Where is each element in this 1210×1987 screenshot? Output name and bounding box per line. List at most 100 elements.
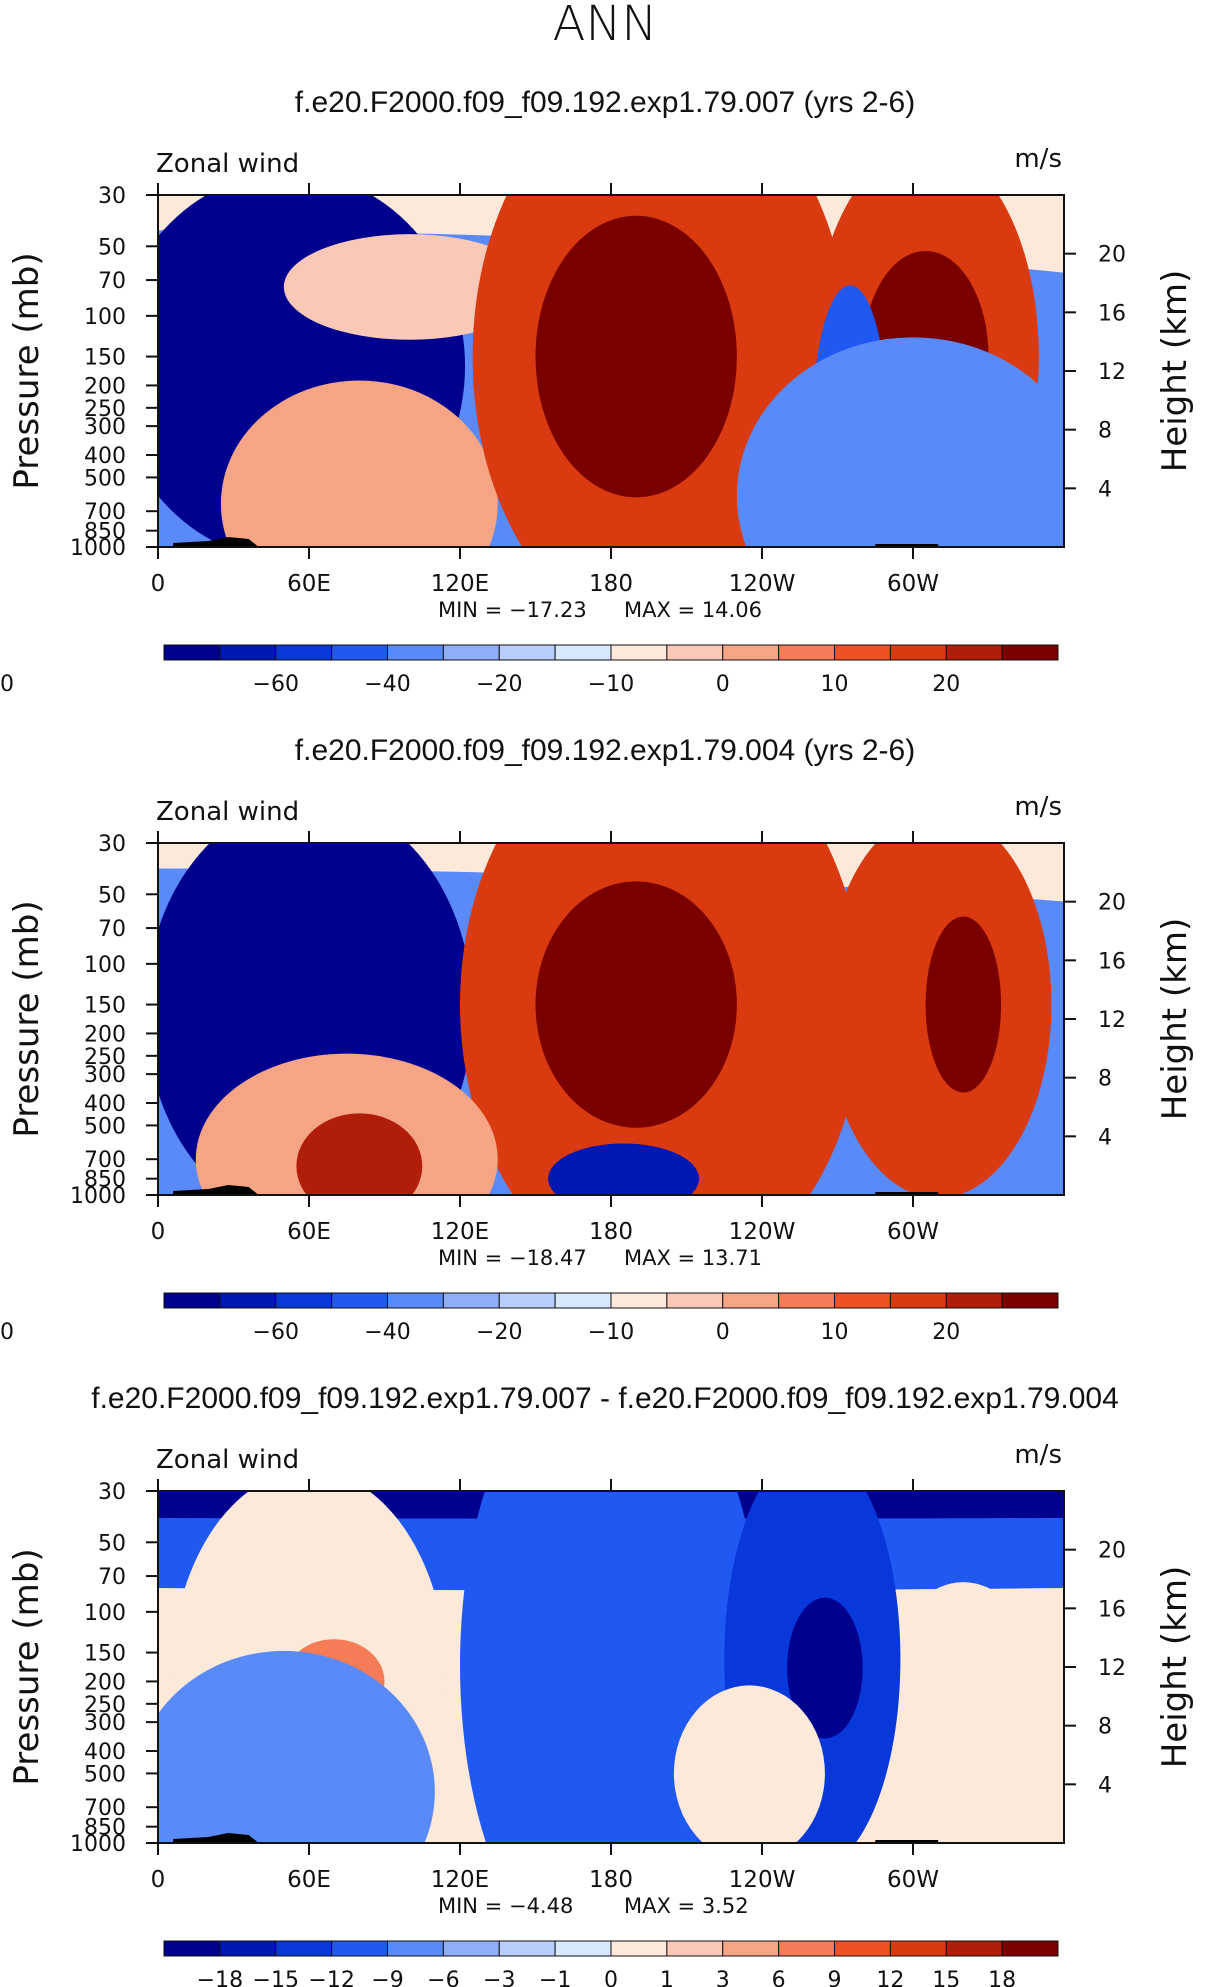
topography [173, 537, 259, 547]
min-label: MIN = −4.48 [438, 1894, 573, 1918]
y-tick-label: 400 [84, 444, 126, 469]
height-tick-label: 4 [1098, 477, 1112, 502]
x-tick-label: 180 [589, 1219, 633, 1245]
y-tick-label: 300 [84, 1063, 126, 1088]
x-tick-label: 60E [287, 571, 331, 597]
colorbar-swatch [275, 1292, 333, 1309]
colorbar-swatch [778, 1292, 835, 1309]
colorbar-swatch [275, 1940, 333, 1957]
y-tick-label: 300 [84, 1711, 126, 1736]
colorbar-swatch [889, 1940, 947, 1957]
min-label: MIN = −17.23 [438, 598, 587, 622]
chart-title: f.e20.F2000.f09_f09.192.exp1.79.007 - f.… [91, 1382, 1119, 1415]
colorbar-tick-label: −9 [371, 1968, 403, 1987]
y-tick-label: 500 [84, 1114, 126, 1139]
colorbar-tick-label: 30 [0, 672, 14, 697]
y-tick-label: 200 [84, 1022, 126, 1047]
contour-region [736, 337, 1064, 547]
colorbar-swatch [722, 644, 780, 661]
height-tick-label: 20 [1098, 891, 1126, 916]
x-tick-label: 120W [729, 571, 796, 597]
colorbar: −60 −40 −20 −10 0 10 20 30 [0, 644, 1059, 697]
colorbar-tick-label: −3 [483, 1968, 515, 1987]
colorbar-tick-label: 10 [821, 1320, 849, 1345]
colorbar-tick-label: 0 [716, 1320, 730, 1345]
colorbar-swatch [1001, 1940, 1059, 1957]
y-tick-label: 500 [84, 1762, 126, 1787]
colorbar-tick-label: 18 [988, 1968, 1016, 1987]
topography [173, 1833, 259, 1843]
height-axis-title: Height (km) [1155, 1566, 1195, 1769]
colorbar-tick-label: 3 [716, 1968, 730, 1987]
colorbar-tick-label: −60 [253, 1320, 299, 1345]
colorbar-swatch [666, 1940, 724, 1957]
y-tick-label: 850 [84, 1816, 126, 1841]
y-tick-label: 400 [84, 1092, 126, 1117]
units-label: m/s [1014, 792, 1062, 822]
colorbar-tick-label: −40 [364, 1320, 410, 1345]
colorbar-swatch [945, 1292, 1003, 1309]
colorbar-tick-label: 20 [932, 1320, 960, 1345]
colorbar-swatch [219, 644, 277, 661]
x-tick-label: 0 [151, 1219, 166, 1245]
chart-panel-2: f.e20.F2000.f09_f09.192.exp1.79.004 (yrs… [0, 734, 1195, 1345]
y-tick-label: 300 [84, 415, 126, 440]
colorbar-tick-label: 0 [604, 1968, 618, 1987]
x-tick-label: 60W [887, 1219, 939, 1245]
colorbar-swatch [498, 1292, 556, 1309]
panels: f.e20.F2000.f09_f09.192.exp1.79.007 (yrs… [0, 86, 1195, 1987]
variable-label: Zonal wind [156, 797, 299, 827]
colorbar-tick-label: −1 [539, 1968, 571, 1987]
colorbar-swatch [610, 644, 668, 661]
y-tick-label: 850 [84, 1168, 126, 1193]
y-tick-label: 400 [84, 1740, 126, 1765]
colorbar-tick-label: 15 [932, 1968, 960, 1987]
contour-region [548, 1143, 700, 1195]
x-tick-label: 0 [151, 571, 166, 597]
x-tick-label: 120E [431, 571, 489, 597]
colorbar-tick-label: −20 [476, 1320, 522, 1345]
y-tick-label: 50 [98, 883, 126, 908]
colorbar-swatch [387, 1292, 444, 1309]
x-tick-label: 180 [589, 1867, 633, 1893]
y-tick-label: 30 [98, 832, 126, 857]
chart-panel-3: f.e20.F2000.f09_f09.192.exp1.79.007 - f.… [7, 1382, 1195, 1987]
min-label: MIN = −18.47 [438, 1246, 587, 1270]
y-tick-label: 30 [98, 1480, 126, 1505]
colorbar-swatch [442, 644, 500, 661]
chart-title: f.e20.F2000.f09_f09.192.exp1.79.004 (yrs… [295, 734, 915, 767]
units-label: m/s [1014, 144, 1062, 174]
colorbar-swatch [498, 644, 556, 661]
colorbar-swatch [219, 1940, 277, 1957]
colorbar-swatch [387, 1940, 444, 1957]
y-tick-label: 200 [84, 1670, 126, 1695]
y-tick-label: 30 [98, 184, 126, 209]
height-axis-title: Height (km) [1155, 270, 1195, 473]
y-tick-label: 700 [84, 1148, 126, 1173]
colorbar-swatch [219, 1292, 277, 1309]
y-axis-title: Pressure (mb) [7, 900, 47, 1137]
height-tick-label: 12 [1098, 360, 1126, 385]
x-tick-label: 120W [729, 1219, 796, 1245]
y-tick-label: 50 [98, 1531, 126, 1556]
x-tick-label: 60W [887, 1867, 939, 1893]
units-label: m/s [1014, 1440, 1062, 1470]
height-tick-label: 4 [1098, 1125, 1112, 1150]
contour-fills [158, 1491, 1064, 1843]
y-axis-title: Pressure (mb) [7, 252, 47, 489]
colorbar-swatch [554, 644, 612, 661]
y-tick-label: 70 [98, 269, 126, 294]
colorbar-tick-label: 30 [0, 1320, 14, 1345]
colorbar-tick-label: −10 [588, 1320, 634, 1345]
colorbar-swatch [387, 644, 444, 661]
colorbar-swatch [554, 1292, 612, 1309]
colorbar-tick-label: −20 [476, 672, 522, 697]
colorbar-tick-label: 20 [932, 672, 960, 697]
y-tick-label: 100 [84, 953, 126, 978]
colorbar-swatch [163, 1292, 221, 1309]
y-tick-label: 70 [98, 917, 126, 942]
y-tick-label: 850 [84, 520, 126, 545]
contour-region [233, 916, 410, 1093]
height-tick-label: 16 [1098, 949, 1126, 974]
